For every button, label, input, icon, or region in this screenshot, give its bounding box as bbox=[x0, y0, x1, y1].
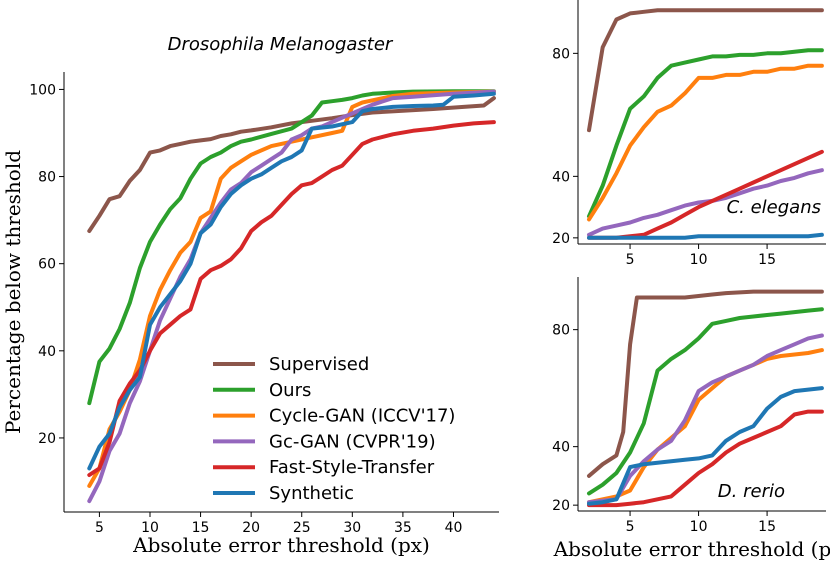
d-rerio-series-gc-gan-cvpr-19 bbox=[587, 333, 824, 505]
d-rerio-y-tick-label: 80 bbox=[552, 323, 570, 339]
drosophila-melanogaster-x-axis-label: Absolute error threshold (px) bbox=[132, 533, 430, 557]
c-elegans-y-tick-label: 40 bbox=[552, 169, 570, 185]
drosophila-melanogaster-y-axis-label: Percentage below threshold bbox=[1, 150, 25, 434]
legend-label-cycle-gan-iccv-17: Cycle-GAN (ICCV'17) bbox=[269, 406, 455, 427]
c-elegans-series-cycle-gan-iccv-17 bbox=[587, 63, 824, 222]
c-elegans-x-tick-label: 10 bbox=[690, 252, 708, 268]
d-rerio-y-tick-label: 40 bbox=[552, 440, 570, 456]
drosophila-melanogaster-y-tick-label: 60 bbox=[38, 257, 56, 273]
drosophila-melanogaster-y-tick-label: 40 bbox=[38, 344, 56, 360]
drosophila-melanogaster-x-tick-label: 15 bbox=[192, 520, 210, 536]
drosophila-melanogaster-x-tick-label: 35 bbox=[394, 520, 412, 536]
d-rerio-x-axis-label: Absolute error threshold (px) bbox=[553, 537, 830, 561]
drosophila-melanogaster-x-tick-label: 20 bbox=[242, 520, 260, 536]
c-elegans-x-tick-label: 5 bbox=[626, 252, 635, 268]
d-rerio-series-synthetic bbox=[587, 386, 824, 506]
legend-label-ours: Ours bbox=[269, 380, 311, 401]
d-rerio-series-ours bbox=[587, 307, 824, 496]
panel-d-rerio: 5 10 15 20 40 80 D. rerio Absolute error thresh… bbox=[552, 277, 830, 561]
panel-c-elegans: 5 10 15 20 40 80 C. elegans bbox=[552, 0, 826, 268]
drosophila-melanogaster-series-synthetic bbox=[87, 91, 496, 471]
c-elegans-series-ours bbox=[587, 48, 824, 219]
legend-label-supervised: Supervised bbox=[269, 354, 369, 375]
drosophila-melanogaster-series-ours bbox=[87, 89, 496, 406]
drosophila-melanogaster-series-group bbox=[87, 89, 496, 504]
d-rerio-x-tick-label: 10 bbox=[690, 519, 708, 535]
drosophila-melanogaster-x-tick-label: 40 bbox=[445, 520, 463, 536]
c-elegans-x-tick-label: 15 bbox=[758, 252, 776, 268]
legend-label-synthetic: Synthetic bbox=[269, 483, 354, 504]
c-elegans-series-synthetic bbox=[587, 232, 824, 240]
drosophila-melanogaster-x-tick-label: 10 bbox=[141, 520, 159, 536]
legend-label-fast-style-transfer: Fast-Style-Transfer bbox=[269, 457, 435, 478]
d-rerio-x-tick-label: 5 bbox=[626, 519, 635, 535]
c-elegans-series-gc-gan-cvpr-19 bbox=[587, 168, 824, 237]
d-rerio-title: D. rerio bbox=[718, 481, 785, 502]
c-elegans-title: C. elegans bbox=[727, 197, 821, 218]
legend: Supervised Ours Cycle-GAN (ICCV'17) Gc-GAN … bbox=[213, 354, 455, 504]
c-elegans-series-group bbox=[587, 8, 824, 240]
drosophila-melanogaster-x-tick-label: 30 bbox=[343, 520, 361, 536]
drosophila-melanogaster-y-tick-label: 20 bbox=[38, 431, 56, 447]
d-rerio-series-supervised bbox=[587, 289, 824, 478]
d-rerio-series-cycle-gan-iccv-17 bbox=[587, 348, 824, 505]
drosophila-melanogaster-series-supervised bbox=[87, 96, 496, 233]
drosophila-melanogaster-y-tick-label: 80 bbox=[38, 170, 56, 186]
drosophila-melanogaster-x-tick-label: 25 bbox=[293, 520, 311, 536]
panel-drosophila: 5 10 15 20 25 30 35 40 20 40 60 80 100 Drosophila Mel… bbox=[1, 34, 499, 557]
d-rerio-series-fast-style-transfer bbox=[587, 409, 824, 508]
c-elegans-y-tick-label: 80 bbox=[552, 46, 570, 62]
drosophila-melanogaster-series-fast-style-transfer bbox=[87, 120, 496, 477]
drosophila-melanogaster-title: Drosophila Melanogaster bbox=[168, 34, 394, 55]
c-elegans-y-tick-label: 20 bbox=[552, 231, 570, 247]
d-rerio-x-tick-label: 15 bbox=[758, 519, 776, 535]
legend-label-gc-gan-cvpr-19: Gc-GAN (CVPR'19) bbox=[269, 431, 436, 452]
c-elegans-series-supervised bbox=[587, 8, 824, 133]
d-rerio-y-tick-label: 20 bbox=[552, 498, 570, 514]
drosophila-melanogaster-series-cycle-gan-iccv-17 bbox=[87, 89, 496, 488]
d-rerio-series-group bbox=[587, 289, 824, 508]
drosophila-melanogaster-y-tick-label: 100 bbox=[29, 82, 56, 98]
drosophila-melanogaster-x-tick-label: 5 bbox=[95, 520, 104, 536]
